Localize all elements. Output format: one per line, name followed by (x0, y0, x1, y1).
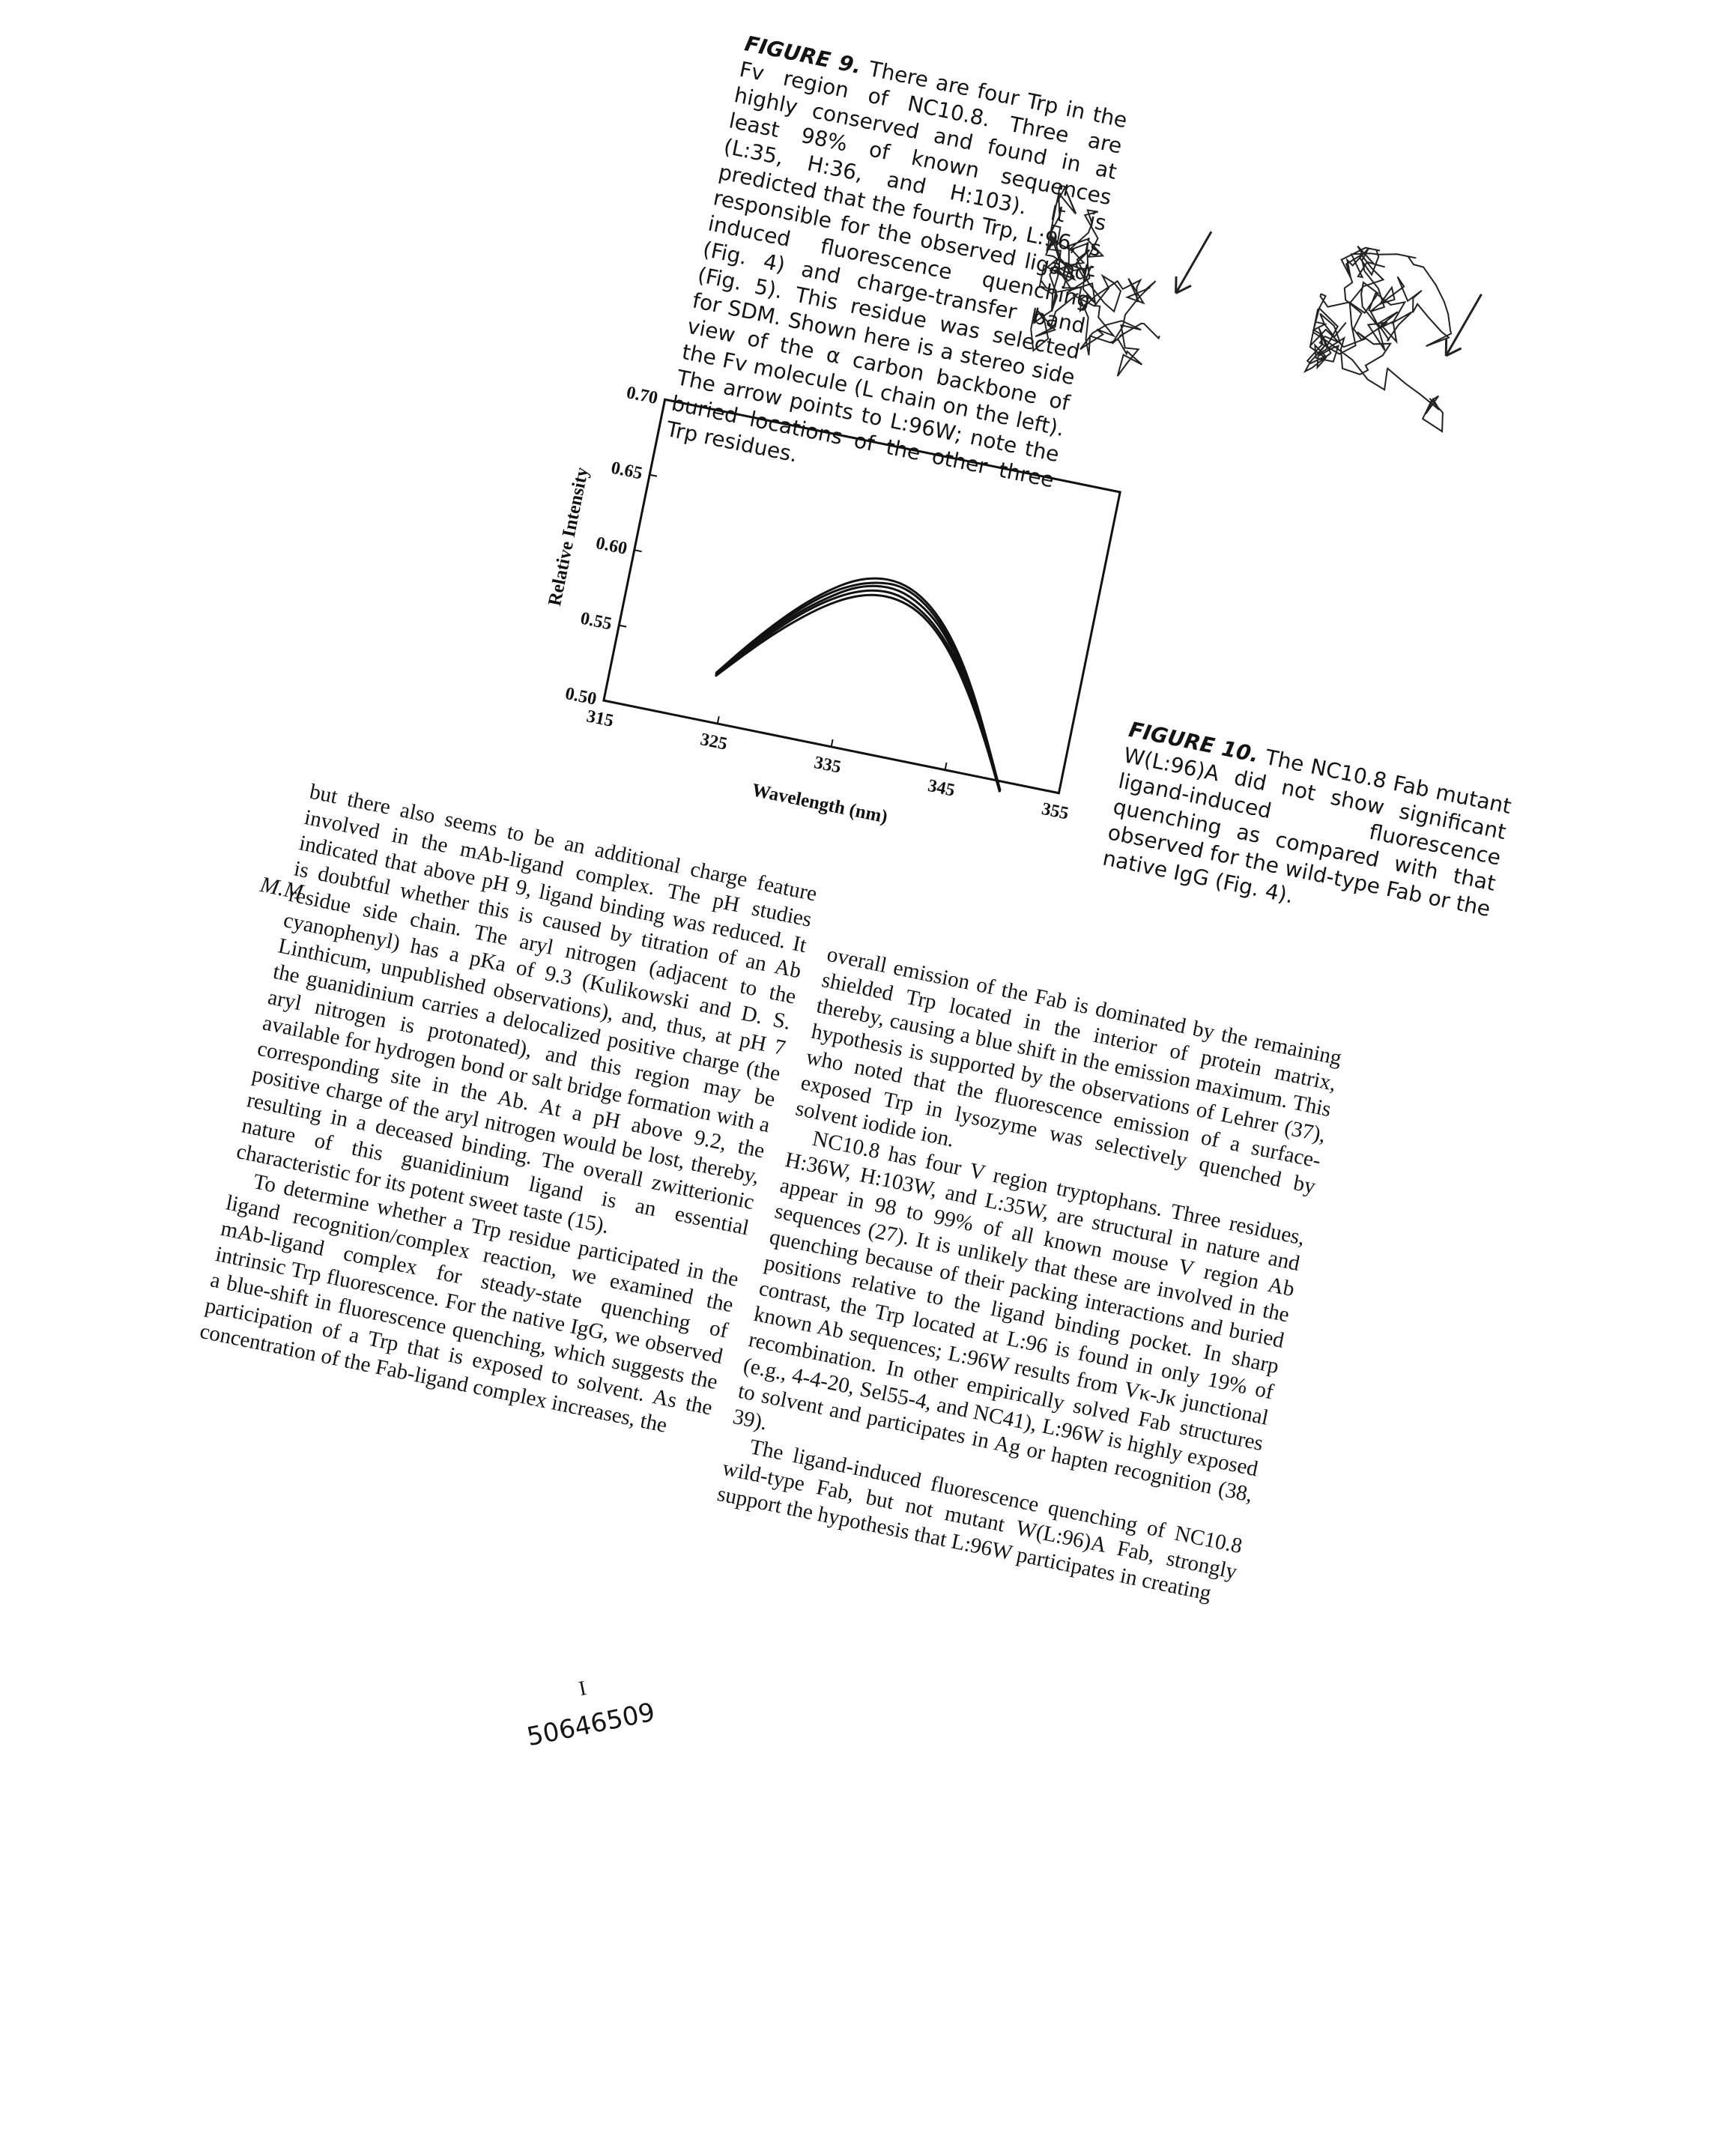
y-tick-label: 0.55 (579, 609, 614, 635)
x-tick-label: 345 (926, 776, 956, 801)
right-text-column: overall emission of the Fab is dominated… (715, 942, 1344, 1611)
x-tick-mark (716, 715, 720, 724)
y-tick-label: 0.65 (609, 458, 644, 484)
x-tick-label: 335 (812, 753, 842, 778)
y-tick-label: 0.50 (563, 684, 598, 709)
backbone-trace-1 (1030, 184, 1160, 377)
figure-10-text: The NC10.8 Fab mutant W(L:96)A did not s… (1100, 742, 1514, 922)
y-tick-mark (603, 700, 611, 703)
figure-10-caption: FIGURE 10. The NC10.8 Fab mutant W(L:96)… (1100, 716, 1513, 948)
y-axis-title: Relative Intensity (545, 465, 593, 608)
y-tick-mark (619, 624, 627, 628)
y-tick-mark (664, 399, 673, 402)
x-tick-mark (1058, 785, 1062, 793)
y-tick-label: 0.70 (625, 383, 659, 408)
x-tick-mark (944, 762, 948, 770)
x-tick-mark (830, 739, 834, 748)
emission-curve-1 (714, 593, 1002, 793)
emission-curve-5 (715, 577, 1002, 791)
y-tick-mark (634, 549, 642, 553)
x-tick-label: 315 (585, 706, 615, 731)
y-tick-label: 0.60 (594, 533, 629, 559)
x-tick-label: 325 (699, 730, 729, 754)
x-tick-mark (602, 693, 606, 701)
x-axis-title: Wavelength (nm) (750, 780, 889, 827)
emission-curve-3 (715, 584, 1002, 791)
protein-backbone-stereo-image (1030, 184, 1483, 433)
fluorescence-chart: 0.50 0.55 0.60 0.65 0.70 315 325 335 345 355 Wav… (545, 383, 1121, 827)
arrow-icon (1175, 231, 1213, 294)
x-tick-label: 355 (1040, 799, 1070, 824)
arrow-icon (1444, 294, 1483, 357)
emission-curve-2 (715, 589, 1002, 793)
backbone-trace-2 (1303, 245, 1453, 433)
y-tick-mark (649, 473, 658, 477)
